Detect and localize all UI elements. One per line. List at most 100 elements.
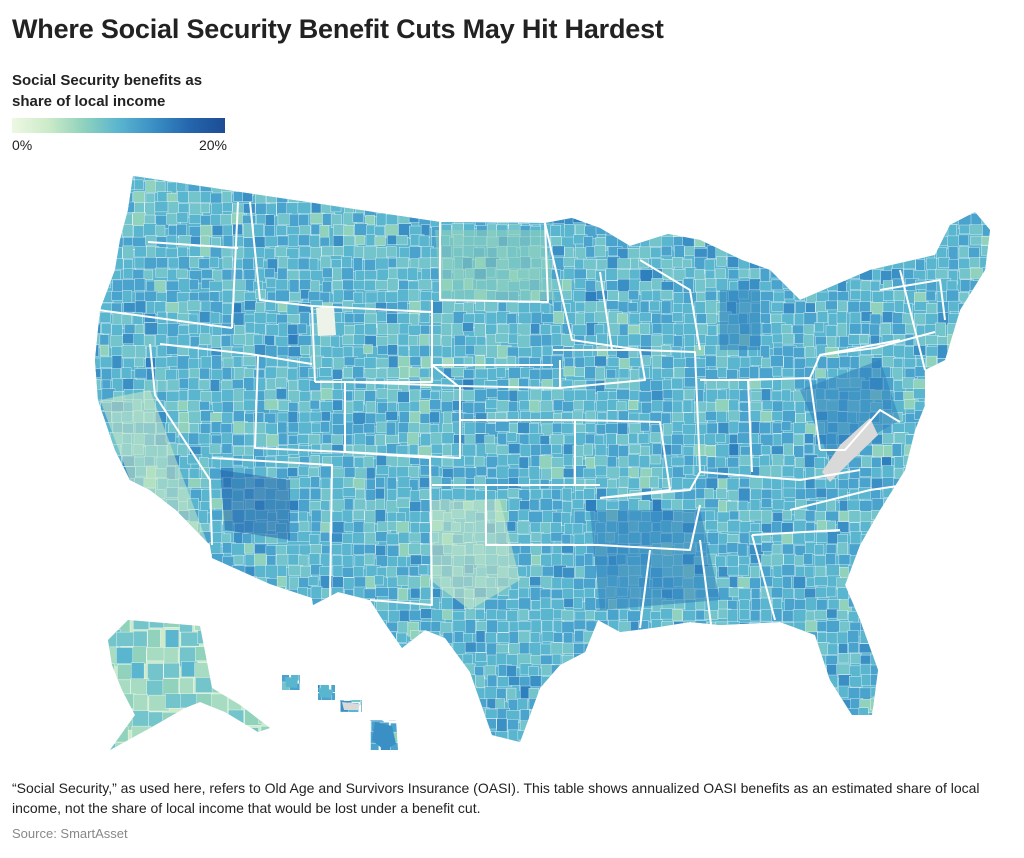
county-tile	[949, 213, 959, 225]
county-tile	[100, 445, 112, 457]
county-tile	[539, 709, 550, 722]
county-tile	[157, 323, 169, 337]
county-tile	[804, 631, 818, 645]
county-tile	[627, 181, 642, 194]
county-tile	[727, 630, 738, 643]
county-tile	[254, 323, 266, 336]
county-tile	[563, 191, 573, 203]
county-tile	[165, 610, 176, 623]
county-tile	[717, 708, 728, 719]
county-tile	[616, 389, 630, 400]
county-tile	[145, 588, 159, 600]
county-tile	[95, 587, 101, 600]
county-tile	[981, 245, 990, 256]
county-tile	[727, 719, 739, 731]
county-tile	[497, 176, 508, 180]
county-tile	[188, 389, 203, 402]
county-tile	[640, 445, 650, 458]
county-tile	[419, 176, 430, 185]
county-tile	[683, 323, 697, 335]
county-tile	[938, 202, 953, 215]
county-tile	[452, 192, 466, 208]
county-tile	[585, 610, 596, 620]
county-tile	[927, 600, 937, 612]
county-tile	[519, 190, 532, 205]
county-tile	[188, 478, 202, 488]
county-tile	[452, 488, 466, 500]
county-tile	[925, 176, 937, 180]
county-tile	[167, 176, 179, 183]
county-tile	[792, 631, 807, 644]
county-tile	[100, 176, 115, 182]
county-tile	[464, 641, 478, 653]
county-tile	[773, 686, 786, 700]
county-tile	[794, 290, 805, 301]
county-tile	[671, 687, 686, 703]
county-tile	[330, 620, 345, 632]
county-tile	[704, 498, 720, 509]
county-tile	[804, 181, 820, 195]
county-tile	[465, 619, 476, 634]
county-tile	[462, 653, 473, 666]
county-tile	[420, 191, 434, 202]
county-tile	[806, 697, 820, 711]
county-tile	[893, 664, 907, 677]
county-tile	[760, 203, 773, 213]
county-tile	[497, 454, 509, 467]
county-tile	[893, 710, 904, 720]
county-tile	[95, 643, 102, 657]
county-tile	[715, 665, 726, 677]
county-tile	[991, 543, 1004, 553]
county-tile	[617, 258, 631, 269]
county-tile	[390, 691, 398, 701]
county-tile	[947, 434, 959, 449]
county-tile	[595, 696, 610, 706]
county-tile	[959, 314, 971, 327]
county-tile	[729, 202, 739, 212]
county-tile	[949, 729, 959, 741]
county-tile	[409, 411, 421, 425]
county-tile	[827, 212, 841, 226]
county-tile	[539, 498, 553, 511]
county-tile	[310, 586, 323, 601]
county-tile	[111, 368, 121, 381]
county-tile	[95, 312, 101, 323]
county-tile	[221, 654, 231, 665]
county-tile	[638, 687, 653, 699]
county-tile	[178, 256, 191, 271]
county-tile	[980, 599, 990, 611]
county-tile	[935, 176, 948, 182]
county-tile	[320, 465, 333, 480]
county-tile	[344, 677, 355, 691]
county-tile	[409, 356, 421, 366]
county-tile	[288, 632, 301, 645]
county-tile	[265, 707, 275, 719]
county-tile	[850, 653, 862, 664]
county-tile	[748, 201, 764, 217]
county-tile	[309, 399, 320, 410]
county-tile	[166, 555, 180, 571]
county-tile	[814, 215, 825, 225]
county-tile	[244, 654, 256, 665]
county-tile	[260, 742, 270, 750]
county-tile	[705, 176, 716, 181]
county-tile	[409, 654, 421, 666]
county-tile	[265, 564, 279, 579]
county-tile	[300, 609, 313, 620]
county-tile	[993, 291, 1007, 302]
county-tile	[112, 586, 126, 598]
county-tile	[848, 334, 861, 345]
county-tile	[760, 176, 774, 184]
county-tile	[716, 698, 729, 711]
county-tile	[970, 267, 983, 279]
county-tile	[618, 176, 629, 181]
county-tile	[320, 531, 330, 542]
county-tile	[751, 588, 761, 600]
county-tile	[992, 511, 1004, 522]
county-tile	[95, 190, 105, 200]
county-tile	[717, 389, 727, 401]
county-tile	[925, 290, 936, 302]
county-tile	[938, 257, 950, 268]
county-tile	[147, 743, 160, 757]
county-tile	[847, 708, 860, 723]
